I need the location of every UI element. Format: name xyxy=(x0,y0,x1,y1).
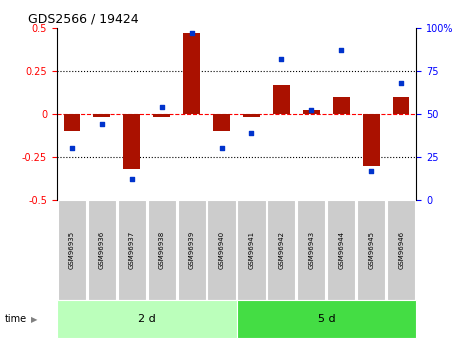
Bar xyxy=(393,97,410,114)
Point xyxy=(188,30,195,36)
Text: GSM96942: GSM96942 xyxy=(279,231,284,269)
Point xyxy=(128,177,135,182)
Point xyxy=(368,168,375,174)
Point xyxy=(307,108,315,113)
Bar xyxy=(333,97,350,114)
Text: GDS2566 / 19424: GDS2566 / 19424 xyxy=(28,12,139,25)
Text: GSM96940: GSM96940 xyxy=(219,231,225,269)
Text: GSM96943: GSM96943 xyxy=(308,231,315,269)
Text: GSM96937: GSM96937 xyxy=(129,231,135,269)
Text: GSM96939: GSM96939 xyxy=(189,231,194,269)
Point xyxy=(248,130,255,136)
Bar xyxy=(273,85,289,114)
Text: GSM96936: GSM96936 xyxy=(99,231,105,269)
Bar xyxy=(123,114,140,169)
Point xyxy=(218,146,225,151)
Text: GSM96935: GSM96935 xyxy=(69,231,75,269)
Bar xyxy=(184,33,200,114)
Text: GSM96945: GSM96945 xyxy=(368,231,374,269)
Text: ▶: ▶ xyxy=(31,315,37,324)
Text: GSM96938: GSM96938 xyxy=(158,231,165,269)
Text: 2 d: 2 d xyxy=(138,314,156,324)
Bar xyxy=(94,114,110,117)
Bar xyxy=(303,110,320,114)
Bar xyxy=(153,114,170,117)
Bar xyxy=(213,114,230,131)
Text: GSM96946: GSM96946 xyxy=(398,231,404,269)
Bar xyxy=(363,114,379,166)
Point xyxy=(158,104,166,110)
Point xyxy=(68,146,76,151)
Text: GSM96941: GSM96941 xyxy=(248,231,254,269)
Point xyxy=(98,121,105,127)
Bar xyxy=(243,114,260,117)
Point xyxy=(397,80,405,86)
Point xyxy=(278,56,285,61)
Text: time: time xyxy=(5,314,27,324)
Point xyxy=(338,47,345,53)
Bar xyxy=(63,114,80,131)
Text: GSM96944: GSM96944 xyxy=(338,231,344,269)
Text: 5 d: 5 d xyxy=(317,314,335,324)
